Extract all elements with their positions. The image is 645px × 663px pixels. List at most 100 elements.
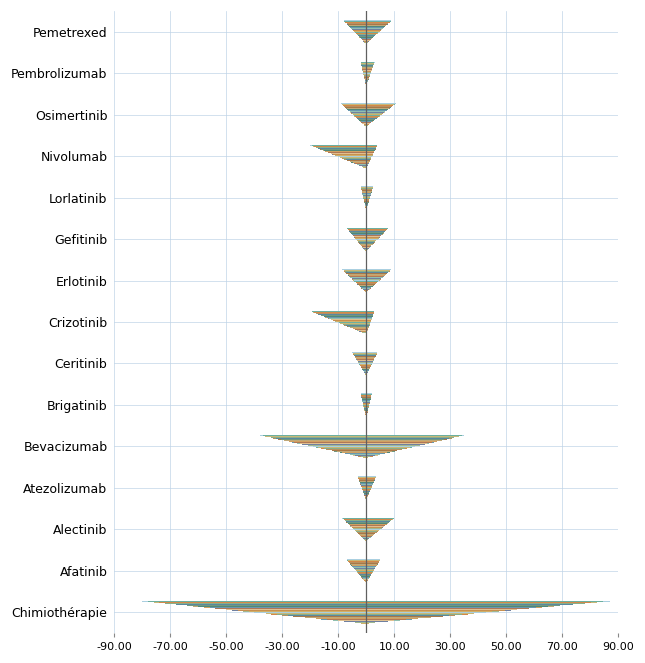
Bar [360,37,366,38]
Bar [357,240,366,241]
Bar [366,198,370,199]
Bar [366,199,370,200]
Bar [366,270,391,271]
Bar [366,235,381,236]
Bar [365,497,366,498]
Bar [366,68,372,69]
Bar [359,36,366,37]
Bar [355,117,366,118]
Bar [366,187,373,188]
Bar [366,570,374,571]
Bar [351,28,366,29]
Bar [357,360,366,361]
Bar [363,370,366,371]
Bar [357,330,366,331]
Bar [366,329,368,330]
Bar [357,572,366,573]
Bar [366,489,371,490]
Bar [364,79,366,80]
Bar [349,562,366,563]
Bar [360,535,366,536]
Bar [364,203,366,204]
Bar [362,368,366,369]
Bar [366,537,370,538]
Bar [366,476,376,477]
Bar [366,394,372,395]
Bar [355,622,366,623]
Bar [366,36,374,37]
Bar [366,164,368,165]
Bar [361,188,366,189]
Bar [366,160,370,161]
Bar [332,450,366,451]
Bar [366,578,369,579]
Bar [347,160,366,161]
Bar [232,610,366,611]
Bar [362,289,366,290]
Bar [364,199,366,200]
Bar [366,30,381,31]
Bar [366,283,376,284]
Bar [303,444,366,445]
Bar [362,66,366,67]
Bar [366,520,391,521]
Bar [356,33,366,34]
Bar [344,325,366,326]
Bar [363,492,366,493]
Bar [362,369,366,370]
Bar [344,271,366,272]
Bar [366,409,368,410]
Bar [328,152,366,153]
Bar [363,72,366,73]
Bar [361,393,366,394]
Bar [359,165,366,166]
Bar [365,42,366,43]
Bar [356,358,366,359]
Bar [363,405,366,406]
Bar [268,437,366,438]
Bar [366,238,379,239]
Bar [366,41,368,42]
Bar [352,527,366,528]
Bar [361,64,366,65]
Bar [366,536,372,537]
Bar [310,618,366,619]
Bar [346,521,366,522]
Bar [361,367,366,368]
Bar [366,241,375,242]
Bar [366,605,561,606]
Bar [354,529,366,530]
Bar [366,278,381,279]
Bar [362,70,366,71]
Bar [366,38,372,39]
Bar [361,576,366,577]
Bar [366,286,372,288]
Bar [366,615,455,616]
Bar [345,21,366,23]
Bar [320,149,366,150]
Bar [364,411,366,412]
Bar [352,233,366,234]
Bar [366,228,388,229]
Bar [366,151,374,152]
Bar [350,27,366,28]
Bar [366,123,370,124]
Bar [355,570,366,571]
Bar [366,602,597,603]
Bar [366,411,368,412]
Bar [366,528,381,529]
Bar [366,621,388,622]
Bar [348,326,366,328]
Bar [335,155,366,156]
Bar [361,484,366,485]
Bar [366,617,431,618]
Bar [164,603,366,604]
Bar [366,482,373,483]
Bar [366,233,383,234]
Bar [365,82,366,83]
Bar [365,412,366,414]
Bar [313,446,366,447]
Bar [357,532,366,533]
Bar [345,520,366,521]
Bar [366,488,371,489]
